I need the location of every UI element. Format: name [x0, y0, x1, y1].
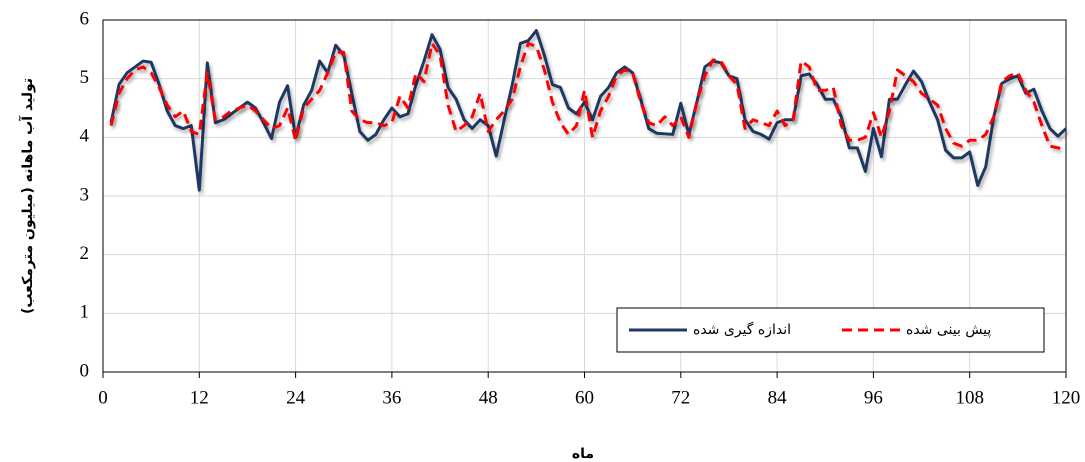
data-line [109, 29, 1068, 192]
x-tick-label: 120 [1052, 387, 1081, 408]
y-axis-label: تولید آب ماهانه (میلیون مترمکعب) [18, 78, 36, 314]
x-tick-label: 96 [864, 387, 883, 408]
y-tick-label: 6 [80, 8, 90, 29]
x-tick-label: 48 [479, 387, 498, 408]
legend-label: اندازه گیری شده [693, 321, 791, 338]
x-tick-label: 36 [382, 387, 401, 408]
plot-border [102, 19, 1067, 373]
y-tick-label: 0 [80, 360, 90, 381]
x-tick-label: 72 [671, 387, 690, 408]
legend-label: پیش بینی شده [906, 322, 991, 338]
y-tick-label: 1 [80, 302, 90, 323]
data-line [109, 41, 1067, 151]
x-tick-label: 108 [955, 387, 984, 408]
legend-box [616, 307, 1045, 353]
x-tick-label: 12 [190, 387, 209, 408]
y-tick-label: 3 [80, 184, 90, 205]
y-tick-label: 5 [80, 67, 90, 88]
y-tick-label: 2 [80, 243, 90, 264]
x-tick-label: 0 [98, 387, 108, 408]
x-tick-label: 84 [768, 387, 788, 408]
x-tick-label: 24 [286, 387, 306, 408]
x-tick-label: 60 [575, 387, 594, 408]
y-tick-label: 4 [80, 126, 90, 147]
x-axis-label: ماه [572, 446, 594, 462]
